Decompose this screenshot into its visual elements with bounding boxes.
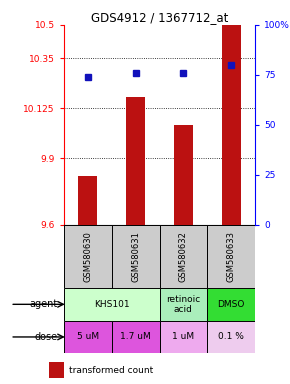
Bar — [207, 225, 255, 288]
Text: dose: dose — [35, 332, 58, 342]
Bar — [207, 288, 255, 321]
Text: 1 uM: 1 uM — [172, 333, 195, 341]
Bar — [126, 97, 145, 225]
Text: 5 uM: 5 uM — [77, 333, 99, 341]
Text: 1.7 uM: 1.7 uM — [120, 333, 151, 341]
Bar — [64, 225, 112, 288]
Text: GSM580631: GSM580631 — [131, 231, 140, 282]
Bar — [222, 25, 241, 225]
Text: GSM580633: GSM580633 — [227, 231, 236, 282]
Bar — [160, 321, 207, 353]
Text: retinoic
acid: retinoic acid — [166, 295, 201, 314]
Bar — [160, 225, 207, 288]
Title: GDS4912 / 1367712_at: GDS4912 / 1367712_at — [91, 11, 228, 24]
Bar — [112, 225, 160, 288]
Text: KHS101: KHS101 — [94, 300, 129, 309]
Bar — [112, 321, 160, 353]
Bar — [64, 288, 160, 321]
Bar — [78, 176, 97, 225]
Bar — [160, 288, 207, 321]
Text: transformed count: transformed count — [69, 366, 153, 374]
Text: GSM580632: GSM580632 — [179, 231, 188, 282]
Text: agent: agent — [30, 299, 58, 310]
Bar — [49, 362, 64, 378]
Text: 0.1 %: 0.1 % — [218, 333, 244, 341]
Bar — [207, 321, 255, 353]
Text: DMSO: DMSO — [218, 300, 245, 309]
Text: GSM580630: GSM580630 — [83, 231, 92, 282]
Bar — [64, 321, 112, 353]
Bar — [174, 125, 193, 225]
